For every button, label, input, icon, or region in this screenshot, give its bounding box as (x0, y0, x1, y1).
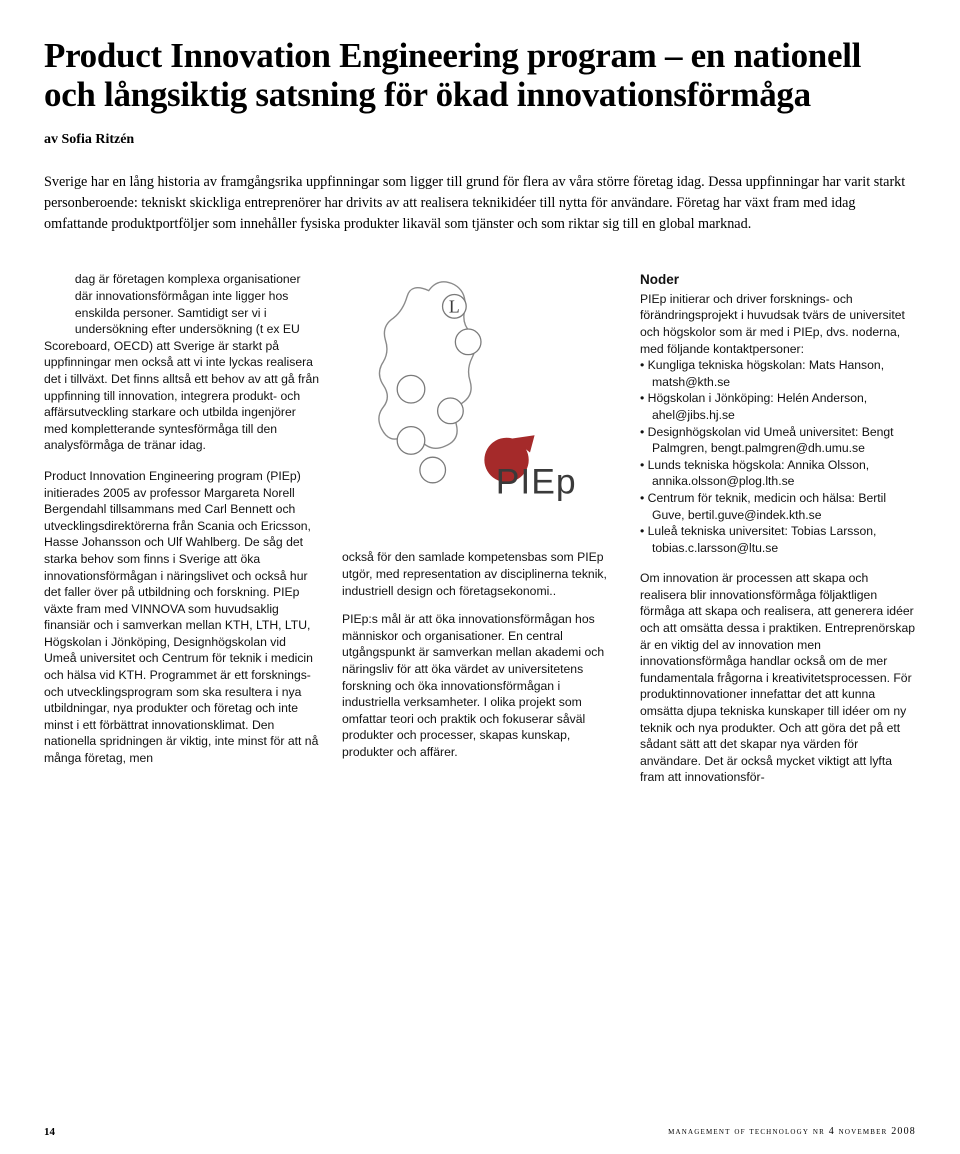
piep-map-figure: L PIEp (342, 271, 618, 531)
drop-cap: I (44, 271, 75, 325)
col2-para-1: också för den samlade kompetensbas som P… (342, 549, 618, 599)
noder-item: Lunds tekniska högskola: Annika Olsson, … (640, 457, 916, 490)
byline: av Sofia Ritzén (44, 132, 916, 148)
intro-paragraph: Sverige har en lång historia av framgång… (44, 172, 914, 235)
col3-after-paragraph: Om innovation är processen att skapa och… (640, 570, 916, 786)
noder-lead: PIEp initierar och driver forsknings- oc… (640, 291, 916, 357)
noder-item: Högskolan i Jönköping: Helén Anderson, a… (640, 390, 916, 423)
col1-para-1: I dag är företagen komplexa organisation… (44, 271, 320, 454)
noder-item: Centrum för teknik, medicin och hälsa: B… (640, 490, 916, 523)
page-footer: 14 management of technology nr 4 novembe… (44, 1126, 916, 1138)
column-1: I dag är företagen komplexa organisation… (44, 271, 320, 786)
noder-item: Luleå tekniska universitet: Tobias Larss… (640, 523, 916, 556)
node-letter-l: L (449, 297, 460, 317)
noder-list: Kungliga tekniska högskolan: Mats Hanson… (640, 357, 916, 556)
column-3: Noder PIEp initierar och driver forsknin… (640, 271, 916, 786)
col1-para-1-text: dag är företagen komplexa organisationer… (44, 272, 319, 452)
noder-item: Kungliga tekniska högskolan: Mats Hanson… (640, 357, 916, 390)
col1-para-2: Product Innovation Engineering program (… (44, 468, 320, 767)
noder-item: Designhögskolan vid Umeå universitet: Be… (640, 424, 916, 457)
page-title: Product Innovation Engineering program –… (44, 36, 916, 114)
three-column-layout: I dag är företagen komplexa organisation… (44, 271, 916, 786)
page-number: 14 (44, 1126, 55, 1138)
noder-heading: Noder (640, 271, 916, 289)
column-2: L PIEp också för den samlade kompetensba… (342, 271, 618, 786)
piep-logo-icon: L PIEp (342, 271, 618, 531)
publication-info: management of technology nr 4 november 2… (668, 1126, 916, 1138)
col2-para-2: PIEp:s mål är att öka innovationsförmåga… (342, 611, 618, 760)
piep-wordmark: PIEp (496, 462, 577, 502)
